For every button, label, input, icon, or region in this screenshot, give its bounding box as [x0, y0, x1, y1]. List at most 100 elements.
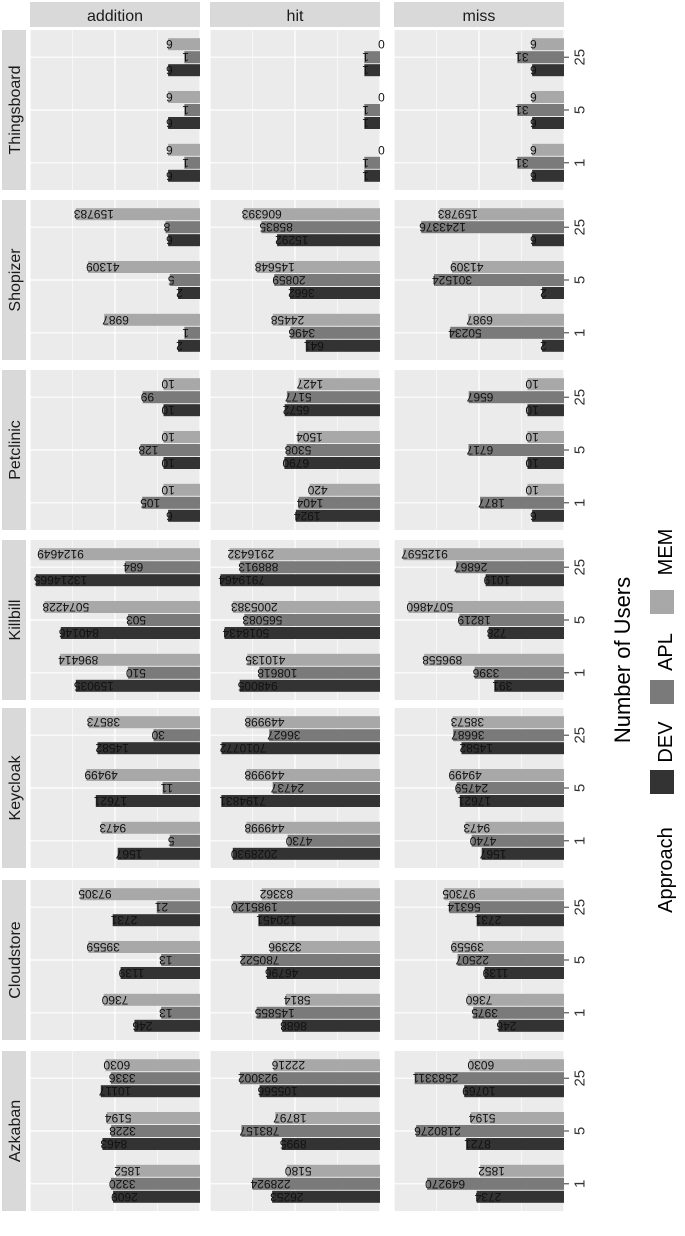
panel-keycloak-addition: 1567 5 9473 17621 11 49499 14582 30 38573	[29, 708, 201, 868]
bar-apl	[252, 1177, 380, 1190]
bar-dev	[494, 679, 564, 692]
bar-dev	[542, 339, 564, 352]
bar-apl	[517, 51, 564, 64]
data-label: 14582	[95, 741, 129, 755]
bar-dev	[464, 1085, 564, 1098]
users-tick-label: 5	[571, 616, 588, 624]
bar-mem	[44, 601, 201, 613]
data-label: 8688	[280, 1019, 307, 1033]
bar-mem	[232, 601, 380, 613]
data-label: 6987	[102, 313, 129, 327]
data-label: 684	[123, 560, 143, 574]
bar-mem	[424, 653, 564, 666]
bar-apl	[156, 901, 200, 914]
data-label: 5308	[284, 443, 311, 457]
bar-apl	[161, 1006, 200, 1019]
data-label: 2180276	[414, 1124, 461, 1138]
data-label: 1567	[115, 847, 142, 861]
data-label: 31	[515, 103, 529, 117]
data-label: 2734	[474, 1190, 501, 1204]
bar-apl	[455, 561, 564, 574]
data-label: 17621	[93, 794, 127, 808]
bar-mem	[480, 1164, 564, 1177]
bar-apl	[473, 1006, 564, 1019]
data-label: 21	[154, 900, 168, 914]
bar-mem	[247, 653, 380, 666]
bar-apl	[244, 614, 380, 626]
bar-dev	[284, 404, 380, 417]
data-label: 1924	[294, 509, 321, 523]
panel-killbill-addition: 159035 510 896414 840146 503 5074228 13214665 6…	[29, 540, 201, 700]
bar-dev	[484, 967, 564, 979]
bar-apl	[128, 614, 200, 626]
strip-miss	[394, 2, 564, 27]
users-tick-label: 5	[571, 276, 588, 284]
bar-dev	[488, 627, 564, 639]
data-label: 105566	[257, 1084, 297, 1098]
data-label: 301524	[432, 273, 472, 287]
data-label: 145855	[254, 1006, 294, 1020]
data-label: 6	[530, 143, 537, 157]
bar-apl	[286, 444, 380, 456]
data-label: 565083	[242, 613, 282, 627]
data-label: 13214665	[33, 573, 87, 587]
data-label: 105	[140, 496, 160, 510]
bar-dev	[485, 574, 564, 587]
data-label: 5194	[105, 1111, 132, 1125]
data-label: 410135	[245, 653, 285, 667]
data-label: 923002	[238, 1071, 278, 1085]
data-label: 6	[166, 509, 173, 523]
bar-apl	[364, 51, 380, 64]
bar-apl	[474, 666, 564, 679]
data-label: 5074228	[42, 600, 89, 614]
data-label: 6	[166, 169, 173, 183]
data-label: 10	[525, 403, 539, 417]
bar-apl	[427, 1177, 564, 1190]
panel-petclinic-miss: 6 1877 10 10 6717 10 10 6567 10	[393, 370, 565, 530]
bar-apl	[259, 666, 380, 679]
bar-mem	[261, 888, 380, 901]
data-label: 391	[492, 679, 512, 693]
data-label: 1	[362, 50, 369, 64]
users-tick-label: 1	[571, 329, 588, 337]
data-label: 6567	[466, 390, 493, 404]
strip-label-addition: addition	[87, 8, 143, 25]
bar-dev	[290, 287, 380, 299]
bar-apl	[517, 156, 564, 169]
data-label: 6	[166, 143, 173, 157]
bar-apl	[298, 496, 380, 509]
data-label: 449998	[244, 715, 284, 729]
data-label: 39559	[450, 940, 484, 954]
legend-title: Number of Users	[610, 577, 635, 743]
data-label: 1985120	[231, 900, 278, 914]
bar-mem	[88, 716, 200, 729]
data-label: 3228	[109, 1124, 136, 1138]
bar-dev	[168, 117, 200, 129]
data-label: 145648	[254, 260, 294, 274]
data-label: 7194831	[219, 794, 266, 808]
bar-apl	[169, 274, 200, 286]
bar-apl	[111, 1125, 200, 1137]
data-label: 56314	[447, 900, 481, 914]
bar-mem	[163, 431, 200, 443]
data-label: 0	[378, 37, 385, 51]
data-label: 2005383	[231, 600, 278, 614]
data-label: 2028930	[230, 847, 277, 861]
bar-dev	[259, 1085, 380, 1098]
bar-apl	[184, 51, 200, 64]
data-label: 108618	[257, 666, 297, 680]
data-label: 17621	[457, 794, 491, 808]
legend-key-apl	[650, 680, 674, 704]
data-label: 22507	[455, 953, 489, 967]
bar-dev	[466, 1138, 564, 1150]
data-label: 246	[132, 1019, 152, 1033]
bar-dev	[60, 627, 200, 639]
data-label: 3975	[471, 1006, 498, 1020]
strip-label-azkaban: Azkaban	[7, 1100, 24, 1162]
bar-mem	[168, 91, 200, 103]
bar-dev	[168, 234, 200, 247]
bar-mem	[298, 431, 380, 443]
data-label: 896558	[422, 653, 462, 667]
bar-dev	[221, 795, 380, 807]
